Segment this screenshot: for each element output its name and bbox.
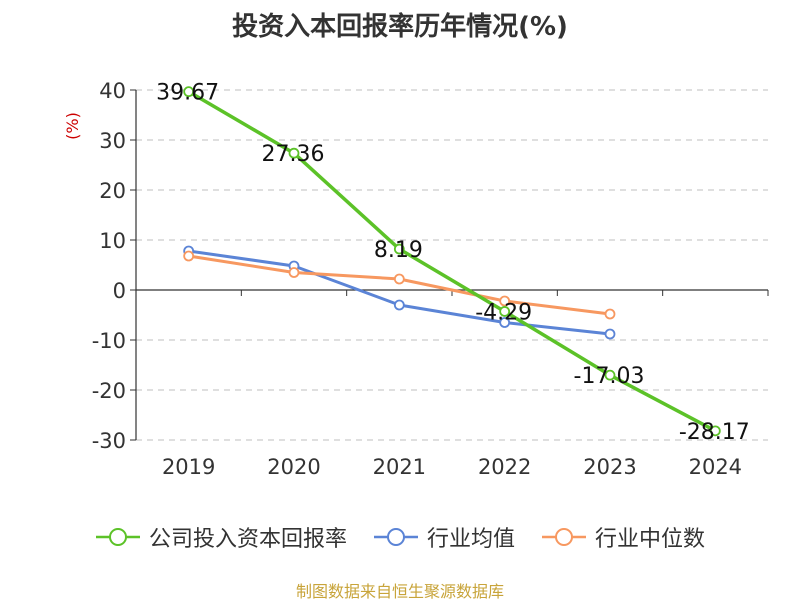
- legend-item-company[interactable]: 公司投入资本回报率: [95, 521, 347, 553]
- data-label: -17.03: [574, 364, 645, 389]
- x-tick-label: 2023: [583, 455, 636, 479]
- data-point: [499, 317, 511, 328]
- data-point: [183, 250, 195, 262]
- data-point: [499, 295, 511, 307]
- data-point: [288, 267, 300, 278]
- data-point: [604, 328, 616, 340]
- series-line: [188, 249, 611, 336]
- data-point: [499, 306, 511, 317]
- axes: 40 30 20 10 0 -10 -20 -30 2019 2020 2021 2022 2023 20…: [92, 79, 769, 479]
- data-labels: 39.67 27.36 8.19 -4.29 -17.03 -28.17: [156, 81, 750, 445]
- y-axis-unit-label: (%): [63, 112, 82, 140]
- x-tick-label: 2020: [267, 455, 320, 479]
- data-point: [604, 369, 616, 381]
- y-tick-label: 20: [99, 179, 126, 203]
- data-label: -28.17: [679, 420, 750, 445]
- data-point: [604, 308, 616, 320]
- y-tick-label: -30: [92, 429, 126, 453]
- data-point: [183, 86, 195, 98]
- legend-marker-company: [95, 528, 140, 546]
- data-label: 39.67: [156, 81, 219, 106]
- series: [183, 86, 721, 437]
- x-tick-label: 2021: [373, 455, 426, 479]
- gridlines: [136, 89, 768, 441]
- y-tick-label: -10: [92, 329, 126, 353]
- legend-marker-industry-mean: [373, 528, 418, 546]
- legend-item-industry-median[interactable]: 行业中位数: [541, 521, 705, 553]
- source-note: 制图数据来自恒生聚源数据库: [295, 582, 504, 601]
- data-label: 8.19: [374, 238, 423, 263]
- x-tick-label: 2019: [162, 455, 215, 479]
- data-point: [709, 425, 721, 437]
- data-point: [288, 147, 300, 159]
- y-tick-label: 30: [99, 129, 126, 153]
- legend: 公司投入资本回报率 行业均值 行业中位数: [0, 520, 800, 554]
- data-point: [393, 243, 405, 255]
- series-line: [187, 90, 717, 433]
- data-label: 27.36: [262, 142, 325, 167]
- data-point: [393, 299, 405, 311]
- y-tick-label: 10: [99, 229, 126, 253]
- legend-label-company: 公司投入资本回报率: [148, 527, 347, 552]
- chart-title: 投资入本回报率历年情况(%): [232, 12, 568, 42]
- legend-marker-industry-median: [542, 528, 586, 546]
- y-tick-label: 0: [113, 279, 126, 303]
- legend-label-industry-median: 行业中位数: [595, 527, 706, 552]
- data-point: [393, 273, 405, 285]
- legend-label-industry-mean: 行业均值: [426, 527, 515, 552]
- legend-item-industry-mean[interactable]: 行业均值: [373, 521, 515, 553]
- y-tick-label: 40: [99, 79, 126, 103]
- x-tick-label: 2024: [689, 455, 742, 479]
- data-label: -4.29: [475, 300, 532, 325]
- y-tick-label: -20: [92, 379, 126, 403]
- x-tick-label: 2022: [478, 455, 531, 479]
